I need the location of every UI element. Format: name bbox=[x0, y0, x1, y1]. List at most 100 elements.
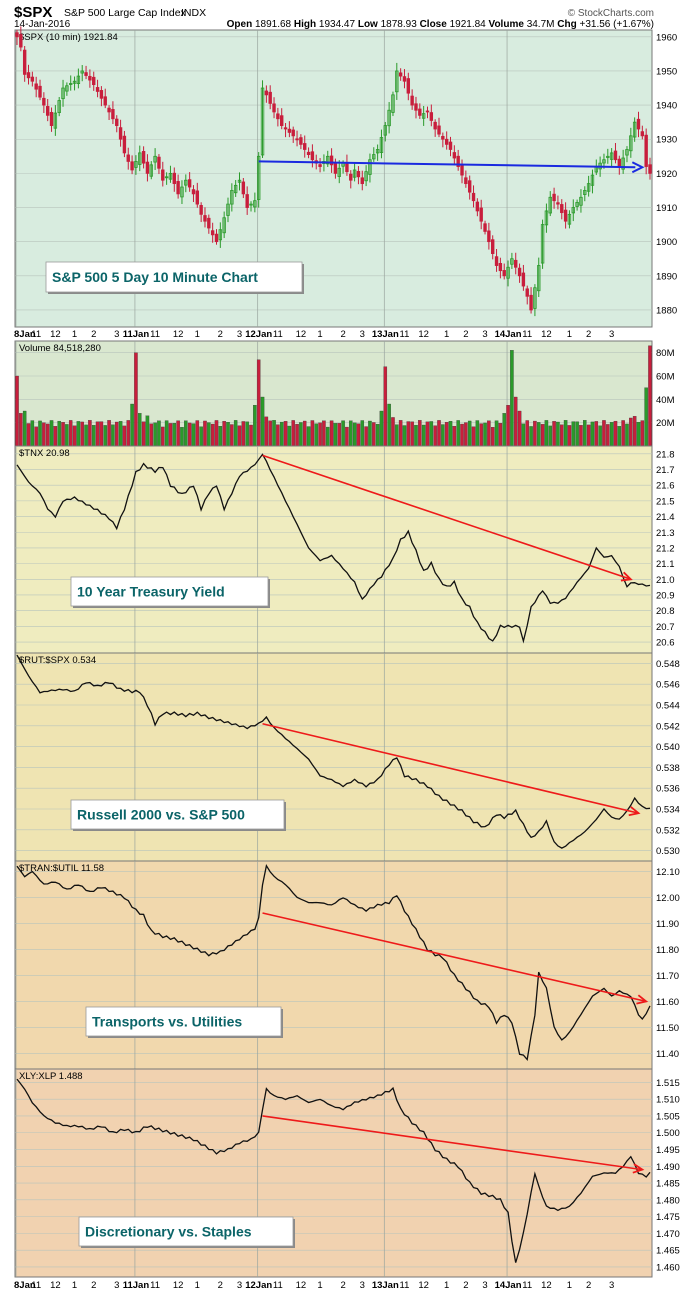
header-watermark: © StockCharts.com bbox=[568, 8, 654, 19]
x-tick-label: 1 bbox=[317, 329, 322, 340]
red-arrow-head bbox=[620, 571, 633, 582]
volume-bar bbox=[606, 424, 610, 447]
volume-bar bbox=[475, 420, 480, 447]
volume-bar bbox=[314, 423, 318, 447]
volume-bar bbox=[402, 425, 407, 447]
candle-body bbox=[80, 70, 84, 74]
candle-body bbox=[253, 200, 257, 208]
volume-bar bbox=[295, 424, 299, 447]
volume-bar bbox=[299, 422, 303, 447]
candle-body bbox=[22, 49, 27, 75]
volume-bar bbox=[525, 420, 529, 447]
volume-bar bbox=[429, 421, 434, 447]
x-tick-label: 14Jan bbox=[495, 1280, 522, 1291]
volume-bar bbox=[444, 422, 449, 447]
candle-body bbox=[364, 171, 368, 182]
candle-body bbox=[184, 179, 188, 186]
y-tick-label: 21.6 bbox=[656, 481, 675, 492]
candle-body bbox=[644, 134, 648, 167]
volume-bar bbox=[552, 421, 556, 447]
candle-body bbox=[34, 83, 38, 90]
candle-body bbox=[467, 180, 472, 193]
red-trend-line bbox=[262, 1115, 643, 1171]
candle-body bbox=[383, 125, 387, 136]
candle-body bbox=[168, 172, 173, 180]
volume-bar bbox=[138, 413, 142, 447]
y-tick-label: 21.7 bbox=[656, 465, 675, 476]
volume-bar bbox=[187, 422, 192, 447]
candle-body bbox=[45, 106, 50, 116]
volume-bar bbox=[318, 422, 322, 447]
y-tick-label: 80M bbox=[656, 348, 675, 359]
x-tick-label: 2 bbox=[586, 1280, 591, 1291]
volume-bar bbox=[322, 420, 326, 447]
candle-body bbox=[126, 154, 130, 162]
x-tick-label: 12 bbox=[173, 329, 184, 340]
x-tick-label: 3 bbox=[609, 1280, 614, 1291]
volume-bar bbox=[483, 422, 487, 447]
x-tick-label: 12Jan bbox=[245, 329, 272, 340]
x-tick-label: 3 bbox=[360, 329, 365, 340]
y-tick-label: 1.465 bbox=[656, 1246, 680, 1257]
volume-bar bbox=[456, 420, 460, 447]
y-tick-label: 11.60 bbox=[656, 997, 679, 1008]
candle-body bbox=[222, 217, 226, 234]
tnx-annotation: 10 Year Treasury Yield bbox=[77, 584, 225, 600]
volume-bar bbox=[268, 420, 272, 447]
volume-bar bbox=[364, 426, 368, 447]
volume-bar bbox=[513, 396, 518, 447]
volume-bar bbox=[598, 425, 602, 447]
volume-bar bbox=[26, 423, 31, 447]
candle-body bbox=[345, 162, 349, 173]
candle-body bbox=[460, 165, 464, 176]
candle-body bbox=[387, 109, 391, 127]
volume-bar bbox=[57, 420, 61, 447]
red-trend-line bbox=[262, 722, 639, 814]
x-tick-label: 1 bbox=[317, 1280, 322, 1291]
x-tick-label: 11Jan bbox=[123, 329, 150, 340]
candle-body bbox=[157, 156, 161, 169]
volume-bar bbox=[141, 421, 146, 447]
candle-body bbox=[207, 217, 211, 229]
volume-bar bbox=[72, 425, 77, 447]
volume-bar bbox=[287, 425, 292, 447]
volume-bar bbox=[337, 423, 342, 447]
x-tick-label: 1 bbox=[444, 1280, 449, 1291]
candle-body bbox=[72, 80, 77, 84]
volume-bar bbox=[571, 421, 576, 447]
volume-bar bbox=[191, 423, 196, 447]
candle-body bbox=[210, 230, 215, 236]
volume-bar bbox=[418, 420, 422, 447]
y-tick-label: 21.1 bbox=[656, 559, 675, 570]
candle-body bbox=[567, 213, 572, 225]
candle-body bbox=[237, 179, 242, 183]
volume-bar bbox=[632, 416, 637, 447]
x-tick-label: 12 bbox=[50, 1280, 61, 1291]
volume-bar bbox=[586, 424, 591, 447]
candle-body bbox=[61, 87, 65, 100]
price-label: $SPX (10 min) 1921.84 bbox=[19, 32, 118, 43]
volume-bar bbox=[118, 421, 123, 447]
candle-body bbox=[310, 151, 315, 161]
x-tick-label: 11 bbox=[150, 1280, 160, 1291]
xly-annotation-box bbox=[78, 1216, 294, 1247]
candle-body bbox=[318, 164, 322, 167]
y-tick-label: 1.490 bbox=[656, 1162, 680, 1173]
candle-body bbox=[525, 288, 529, 297]
volume-bar bbox=[149, 423, 154, 447]
volume-panel: 20M 40M 60M 80M Volume 84,518,280 bbox=[14, 340, 675, 447]
candle-body bbox=[134, 161, 138, 168]
volume-bars bbox=[15, 345, 652, 447]
volume-bar bbox=[441, 424, 445, 447]
candle-body bbox=[590, 174, 595, 186]
volume-bar bbox=[395, 424, 399, 447]
volume-bar bbox=[544, 420, 549, 447]
x-tick-label: 12 bbox=[418, 329, 429, 340]
volume-bar bbox=[498, 423, 503, 447]
x-tick-label: 13Jan bbox=[372, 329, 399, 340]
volume-bar bbox=[613, 420, 618, 447]
volume-bar bbox=[575, 421, 579, 447]
volume-bar bbox=[494, 420, 499, 447]
